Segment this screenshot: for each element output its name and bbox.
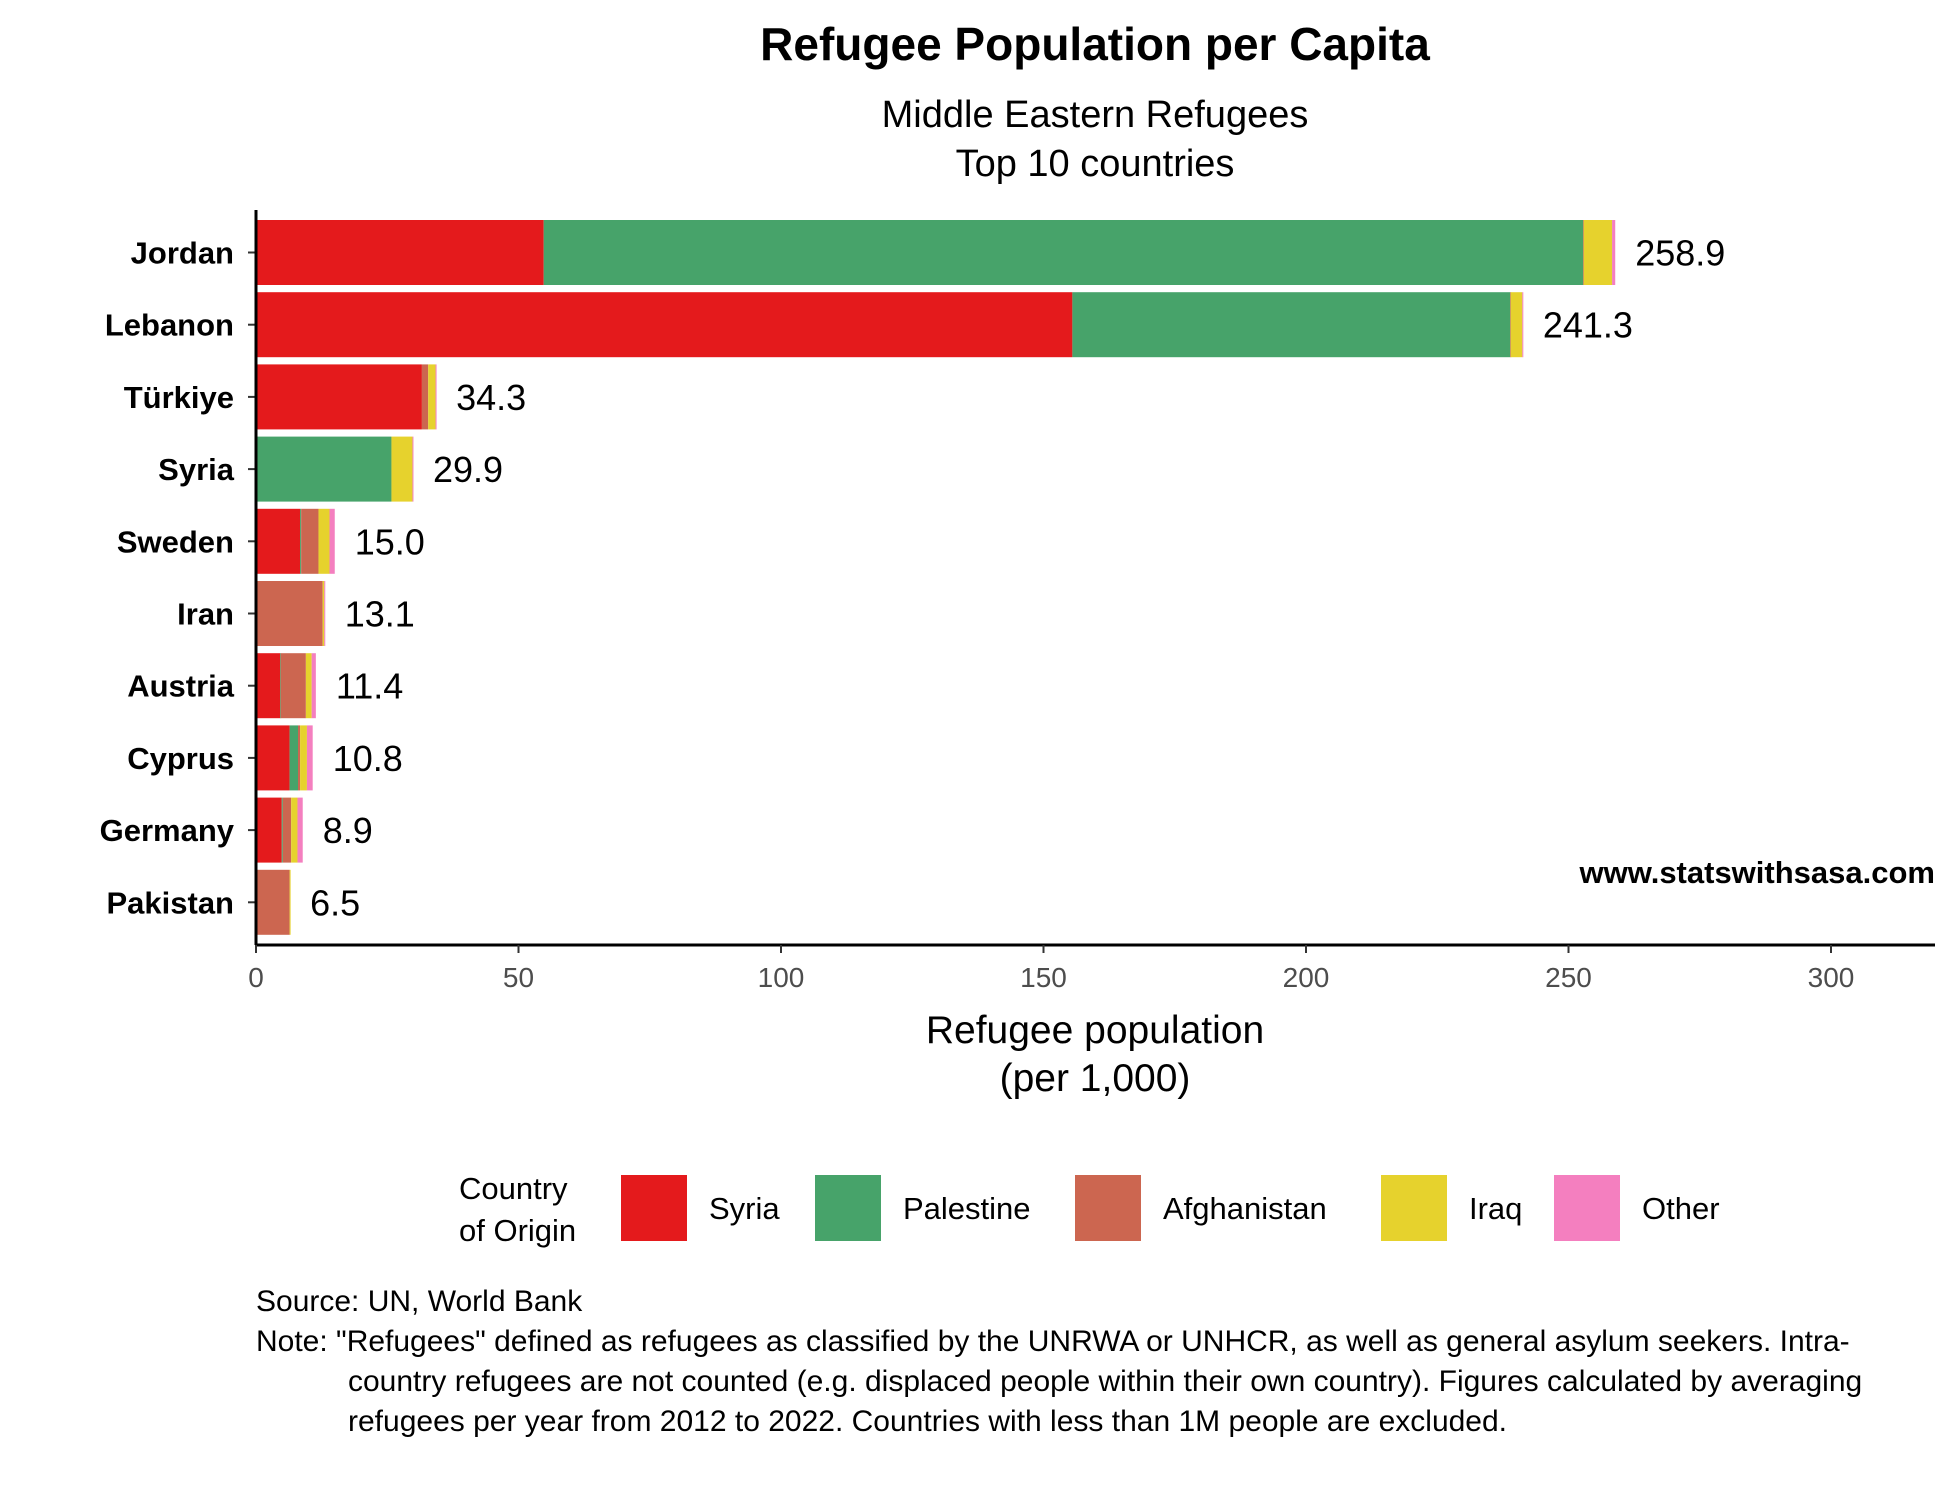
category-label: Germany — [100, 813, 235, 848]
value-label: 15.0 — [355, 521, 425, 562]
bar-segment — [311, 653, 316, 719]
legend-title-line-2: of Origin — [459, 1213, 576, 1248]
bar-segment — [256, 436, 392, 502]
chart-title: Refugee Population per Capita — [760, 18, 1430, 70]
category-label: Sweden — [117, 524, 234, 559]
bar-segment — [281, 797, 283, 863]
legend-swatch — [1554, 1175, 1620, 1241]
bar-segment — [300, 725, 307, 791]
bar-segment — [1510, 292, 1512, 358]
value-label: 34.3 — [456, 377, 526, 418]
bar-segment — [256, 220, 544, 285]
legend-label: Afghanistan — [1163, 1191, 1327, 1226]
category-label: Lebanon — [105, 308, 234, 343]
bar-segment — [543, 220, 1584, 285]
legend-label: Palestine — [903, 1191, 1031, 1226]
bar-segment — [428, 364, 436, 430]
category-label: Cyprus — [127, 741, 234, 776]
bar-segment — [1522, 292, 1524, 358]
bar-segment — [421, 364, 429, 430]
bar-segment — [301, 508, 319, 574]
bar-segment — [1583, 220, 1585, 285]
bar-segment — [289, 869, 291, 935]
bar-segment — [1612, 220, 1616, 285]
value-label: 13.1 — [345, 594, 415, 635]
source-watermark: www.statswithsasa.com — [1579, 855, 1935, 890]
category-label: Türkiye — [124, 380, 234, 415]
legend-label: Other — [1642, 1191, 1720, 1226]
bar-segment — [256, 508, 301, 574]
legend-label: Iraq — [1469, 1191, 1522, 1226]
bar-segment — [298, 725, 301, 791]
caption-source: Source: UN, World Bank — [256, 1285, 583, 1318]
value-label: 11.4 — [336, 666, 403, 707]
x-tick-label: 300 — [1808, 962, 1855, 993]
category-label: Pakistan — [106, 885, 234, 920]
bar-segment — [256, 364, 422, 430]
bar-segment — [306, 725, 313, 791]
legend-swatch — [621, 1175, 687, 1241]
legend-label: Syria — [709, 1191, 780, 1226]
bar-segment — [256, 292, 1073, 358]
x-tick-label: 50 — [503, 962, 534, 993]
x-tick-label: 100 — [758, 962, 805, 993]
category-label: Austria — [127, 669, 235, 704]
bar-segment — [391, 436, 413, 502]
x-axis-title-line-2: (per 1,000) — [1000, 1057, 1191, 1100]
caption-note: Note: "Refugees" defined as refugees as … — [256, 1325, 1863, 1438]
category-label: Syria — [158, 452, 235, 487]
bar-segment — [1072, 292, 1511, 358]
bar-segment — [1510, 292, 1523, 358]
x-tick-label: 250 — [1545, 962, 1592, 993]
value-label: 258.9 — [1635, 233, 1725, 274]
bar-segment — [280, 653, 306, 719]
value-label: 6.5 — [310, 882, 360, 923]
legend-items: Syria Palestine Afghanistan Iraq Other — [621, 1175, 1720, 1241]
bar-segment — [322, 581, 325, 646]
bar-segment — [318, 508, 330, 574]
chart-subtitle-line-1: Middle Eastern Refugees — [882, 94, 1309, 136]
bar-segment — [300, 508, 302, 574]
plot-area: Jordan 258.9 Lebanon 241.3 Türkiye 34.3 Syria 2… — [100, 220, 1725, 935]
bar-segment — [256, 869, 290, 935]
bar-segment — [297, 797, 303, 863]
bar-segment — [289, 725, 298, 791]
bar-segment — [412, 436, 414, 502]
value-label: 29.9 — [433, 449, 503, 490]
bar-segment — [435, 364, 437, 430]
bar-segment — [282, 797, 292, 863]
bar-segment — [256, 797, 282, 863]
legend-title-line-1: Country — [459, 1171, 568, 1206]
x-axis-title-line-1: Refugee population — [926, 1009, 1264, 1052]
bar-segment — [324, 581, 326, 646]
legend: Country of Origin Syria Palestine Afghanis… — [459, 1171, 1720, 1248]
x-tick-label: 0 — [248, 962, 264, 993]
value-label: 10.8 — [333, 738, 403, 779]
bar-segment — [256, 653, 281, 719]
category-label: Iran — [177, 597, 234, 632]
bar-segment — [291, 797, 298, 863]
bar-segment — [329, 508, 335, 574]
x-tick-label: 150 — [1020, 962, 1067, 993]
chart-caption: Source: UN, World Bank Note: "Refugees" … — [256, 1282, 1896, 1442]
bar-segment — [256, 581, 323, 646]
value-label: 241.3 — [1543, 305, 1633, 346]
bar-segment — [1583, 220, 1613, 285]
chart-subtitle-line-2: Top 10 countries — [956, 143, 1235, 185]
x-axis-ticks: 0 50 100 150 200 250 300 — [248, 945, 1854, 993]
bar-segment — [256, 725, 290, 791]
category-label: Jordan — [131, 236, 234, 271]
value-label: 8.9 — [323, 810, 373, 851]
bar-segment — [305, 653, 312, 719]
legend-swatch — [815, 1175, 881, 1241]
bar-segment — [280, 653, 282, 719]
x-tick-label: 200 — [1283, 962, 1330, 993]
legend-swatch — [1381, 1175, 1447, 1241]
legend-swatch — [1075, 1175, 1141, 1241]
